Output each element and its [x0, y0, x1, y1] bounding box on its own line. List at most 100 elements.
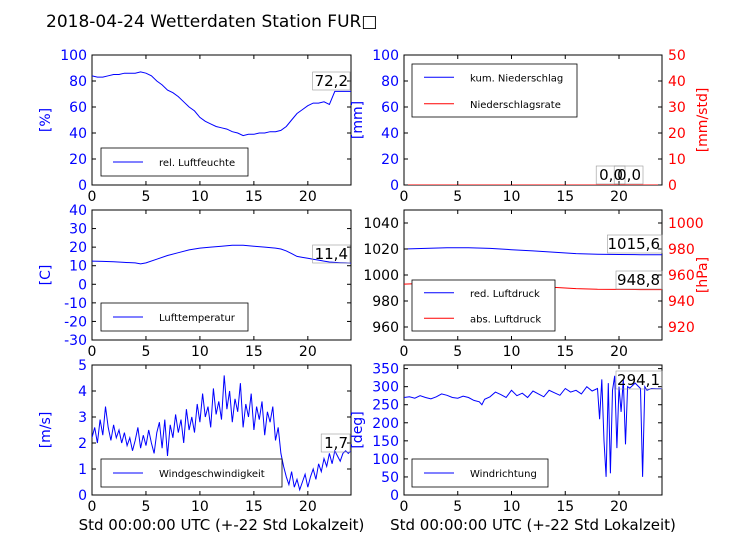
y-axis-label: [mm] [350, 101, 366, 139]
y-tick-label: 200 [372, 416, 399, 432]
y-tick-label: 0 [390, 178, 399, 194]
x-tick-label: 0 [400, 499, 409, 515]
y-tick-label: 0 [78, 178, 87, 194]
x-tick-label: 20 [299, 189, 317, 205]
y-tick-label-right: 30 [668, 100, 686, 116]
x-tick-label: 15 [245, 499, 263, 515]
y-tick-label: 40 [69, 203, 87, 219]
x-tick-label: 0 [88, 499, 97, 515]
legend-box [411, 279, 556, 332]
x-tick-label: 10 [191, 499, 209, 515]
y-tick-label: 40 [69, 126, 87, 142]
y-tick-label: 80 [381, 74, 399, 90]
x-tick-label: 0 [88, 344, 97, 360]
y-tick-label-right: 40 [668, 74, 686, 90]
y-tick-label: 4 [78, 384, 87, 400]
x-tick-label: 15 [245, 344, 263, 360]
series-line-humidity-0 [92, 71, 351, 137]
x-tick-label: 20 [610, 499, 628, 515]
x-tick-label: 10 [191, 189, 209, 205]
y-tick-label: 100 [60, 48, 87, 64]
y-tick-label: 300 [372, 380, 399, 396]
legend-box [100, 147, 249, 177]
y-axis-label-right: [hPa] [695, 257, 711, 293]
y-axis-label: [deg] [350, 411, 366, 448]
value-annotation: 0,0 [599, 166, 623, 184]
y-tick-label: 10 [69, 259, 87, 275]
panel-humidity: 0 5 10 15 20 0 20 40 60 80 100 [%] rel. Luftfeuchte 7… [38, 48, 352, 205]
y-tick-label: 2 [78, 436, 87, 452]
x-tick-label: 5 [453, 189, 462, 205]
y-axis-label: [m/s] [38, 412, 54, 449]
legend-label: Windgeschwindigkeit [159, 469, 265, 480]
legend-label: kum. Niederschlag [470, 73, 563, 84]
y-tick-label: 30 [69, 222, 87, 238]
y-tick-label-right: 940 [668, 294, 695, 310]
legend-box [411, 63, 578, 118]
series-line-winddir-0 [404, 375, 662, 477]
x-tick-label: 20 [610, 344, 628, 360]
x-axis-label: Std 00:00:00 UTC (+-22 Std Lokalzeit) [79, 516, 365, 534]
x-tick-label: 15 [245, 189, 263, 205]
legend-label: abs. Luftdruck [470, 314, 541, 325]
y-tick-label: 80 [69, 74, 87, 90]
y-tick-label: 1020 [363, 242, 399, 258]
y-tick-label: 20 [69, 240, 87, 256]
y-axis-label: [%] [38, 108, 54, 132]
y-tick-label-right: 920 [668, 320, 695, 336]
x-tick-label: 15 [556, 189, 574, 205]
x-tick-label: 0 [400, 189, 409, 205]
value-annotation: 948,8 [617, 271, 660, 289]
y-tick-label-right: 50 [668, 48, 686, 64]
y-tick-label: 100 [372, 452, 399, 468]
legend-label: Lufttemperatur [159, 313, 236, 324]
x-tick-label: 5 [141, 189, 150, 205]
y-tick-label: -30 [64, 333, 87, 349]
value-annotation-box [615, 370, 663, 390]
panel-windspeed: 0 5 10 15 20 0 1 2 3 4 5 [m/s] Std 00:00:00 UTC (+-2… [38, 358, 364, 534]
y-tick-label-right: 980 [668, 242, 695, 258]
y-tick-label: 1 [78, 462, 87, 478]
x-tick-label: 5 [453, 499, 462, 515]
value-annotation-box [312, 244, 351, 264]
series-line-windspeed-0 [92, 375, 351, 492]
y-tick-label: 960 [372, 320, 399, 336]
y-tick-label: 20 [381, 152, 399, 168]
legend-label: rel. Luftfeuchte [159, 158, 235, 169]
x-tick-label: 10 [503, 344, 521, 360]
y-tick-label-right: 10 [668, 152, 686, 168]
y-tick-label: 250 [372, 398, 399, 414]
y-tick-label: 3 [78, 410, 87, 426]
y-tick-label: 980 [372, 294, 399, 310]
value-annotation: 0,0 [617, 166, 641, 184]
x-axis-label: Std 00:00:00 UTC (+-22 Std Lokalzeit) [390, 516, 676, 534]
x-tick-label: 10 [503, 189, 521, 205]
y-tick-label: 40 [381, 126, 399, 142]
y-tick-label: -10 [64, 296, 87, 312]
x-tick-label: 15 [556, 344, 574, 360]
value-annotation: 1,7 [324, 434, 348, 452]
y-tick-label: 0 [390, 488, 399, 504]
value-annotation: 72,2 [315, 72, 348, 90]
figure-title: 2018-04-24 Wetterdaten Station FUR□ [46, 12, 377, 32]
panel-pressure: 0 5 10 15 20 960 980 1000 1020 1040 920 940 960 980 10… [363, 209, 711, 360]
x-tick-label: 0 [88, 189, 97, 205]
legend-label: red. Luftdruck [470, 289, 540, 300]
x-tick-label: 0 [400, 344, 409, 360]
y-tick-label: 0 [78, 277, 87, 293]
legend-label: Windrichtung [470, 469, 537, 480]
x-tick-label: 5 [453, 344, 462, 360]
y-tick-label: 100 [372, 48, 399, 64]
y-tick-label-right: 20 [668, 126, 686, 142]
value-annotation: 294,1 [617, 371, 660, 389]
y-tick-label: 1040 [363, 216, 399, 232]
value-annotation: 1015,6 [608, 235, 661, 253]
x-tick-label: 20 [610, 189, 628, 205]
series-line-temperature-0 [92, 244, 351, 265]
x-tick-label: 10 [503, 499, 521, 515]
y-tick-label: 1000 [363, 268, 399, 284]
y-tick-label: 60 [69, 100, 87, 116]
x-tick-label: 15 [556, 499, 574, 515]
y-tick-label-right: 1000 [668, 216, 704, 232]
